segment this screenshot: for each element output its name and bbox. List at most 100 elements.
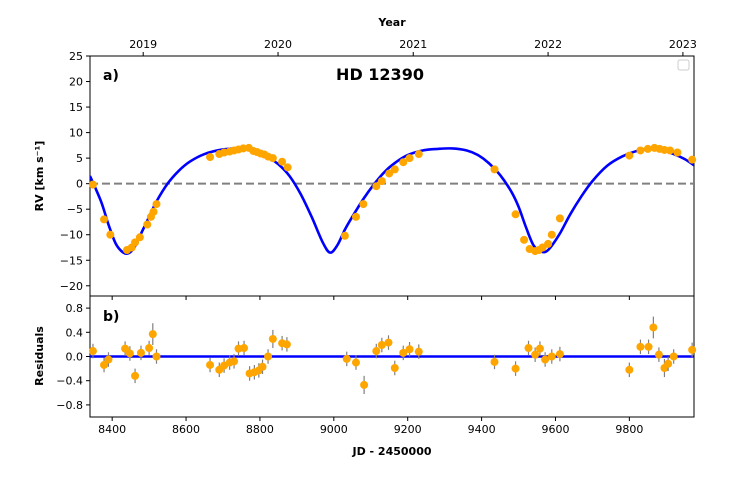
residual-data-point <box>131 371 140 380</box>
x-tick-label: 9800 <box>615 423 643 436</box>
x-tick-label: 9600 <box>541 423 569 436</box>
residual-data-point <box>547 352 556 361</box>
residual-data-point <box>148 330 157 339</box>
residual-data-point <box>541 355 550 364</box>
residual-data-point <box>511 364 520 373</box>
residual-data-point <box>206 360 215 369</box>
residuals-axis-title: Residuals <box>33 326 46 386</box>
rv-data-point <box>340 231 349 240</box>
residual-data-point <box>649 323 658 332</box>
rv-data-point <box>377 177 386 186</box>
year-tick-label: 2020 <box>264 38 292 51</box>
x-tick-label: 8400 <box>98 423 126 436</box>
residual-data-point <box>152 352 161 361</box>
chart-title: HD 12390 <box>336 65 424 84</box>
residual-data-point <box>88 347 97 356</box>
residual-data-point <box>268 334 277 343</box>
residual-y-tick-label: 0.0 <box>66 351 84 364</box>
rv-data-point <box>143 220 152 229</box>
residual-data-point <box>490 357 499 366</box>
rv-data-point <box>688 155 697 164</box>
residual-data-point <box>282 340 291 349</box>
rv-data-point <box>390 165 399 174</box>
rv-data-point <box>372 182 381 191</box>
residual-data-point <box>555 350 564 359</box>
residual-data-point <box>664 359 673 368</box>
residual-data-point <box>384 338 393 347</box>
rv-y-tick-label: −20 <box>60 280 83 293</box>
residual-data-point <box>405 345 414 354</box>
year-tick-label: 2021 <box>399 38 427 51</box>
model-curve <box>90 146 694 256</box>
rv-data-point <box>555 214 564 223</box>
residual-data-point <box>625 365 634 374</box>
residual-data-point <box>644 342 653 351</box>
year-axis-title: Year <box>377 16 406 29</box>
rv-y-tick-label: −10 <box>60 229 83 242</box>
residual-y-tick-label: 0.4 <box>66 326 84 339</box>
residual-data-point <box>377 341 386 350</box>
residual-data-point <box>399 348 408 357</box>
residual-data-point <box>414 347 423 356</box>
residual-data-point <box>351 358 360 367</box>
rv-data-point <box>283 163 292 172</box>
rv-y-tick-label: 15 <box>69 101 83 114</box>
rv-data-point <box>278 157 287 166</box>
residual-data-point <box>125 349 134 358</box>
year-axis: Year 2019 2020 2021 2022 2023 <box>129 16 697 56</box>
residual-data-point <box>100 360 109 369</box>
rv-data-point <box>88 180 97 189</box>
x-tick-label: 9000 <box>320 423 348 436</box>
rv-data-point <box>520 235 529 244</box>
residual-data-point <box>145 344 154 353</box>
rv-data-point <box>547 230 556 239</box>
rv-data-point <box>636 146 645 155</box>
rv-data-point <box>152 200 161 209</box>
residual-data-point <box>372 347 381 356</box>
rv-data-point <box>106 230 115 239</box>
rv-data-point <box>206 153 215 162</box>
year-tick-label: 2019 <box>129 38 157 51</box>
residual-data-point <box>654 350 663 359</box>
rv-data-point <box>643 144 652 153</box>
rv-panel: a) HD 12390 RV [km s⁻¹] −20 −15 −10 −5 0 5 10 1… <box>33 50 697 297</box>
rv-y-tick-label: 20 <box>69 76 83 89</box>
rv-data-point <box>399 158 408 167</box>
residual-data-point <box>524 344 533 353</box>
rv-y-tick-label: 25 <box>69 50 83 63</box>
residual-data-point <box>264 352 273 361</box>
residuals-panel-tag: b) <box>103 309 119 325</box>
residual-data-point <box>636 342 645 351</box>
rv-data-point <box>544 239 553 248</box>
x-axis-title: JD - 2450000 <box>351 445 431 458</box>
rv-y-tick-label: 10 <box>69 127 83 140</box>
rv-data-point <box>405 154 414 163</box>
residual-data-point <box>669 352 678 361</box>
rv-y-tick-label: −15 <box>60 254 83 267</box>
rv-data-point <box>100 215 109 224</box>
rv-y-tick-label: −5 <box>67 203 83 216</box>
residual-data-point <box>342 354 351 363</box>
rv-axis-title: RV [km s⁻¹] <box>33 141 46 212</box>
year-tick-label: 2022 <box>534 38 562 51</box>
rv-data-point <box>665 146 674 155</box>
rv-y-tick-label: 5 <box>76 152 83 165</box>
x-tick-label: 9200 <box>394 423 422 436</box>
rv-data-point <box>673 148 682 157</box>
residual-data-point <box>240 344 249 353</box>
residual-data-point <box>390 363 399 372</box>
rv-data-point <box>359 200 368 209</box>
rv-data-point <box>135 233 144 242</box>
rv-data-point <box>490 165 499 174</box>
rv-data-point <box>511 210 520 219</box>
year-tick-label: 2023 <box>669 38 697 51</box>
rv-data-point <box>385 169 394 178</box>
residual-y-tick-label: −0.8 <box>56 399 83 412</box>
residual-data-point <box>258 362 267 371</box>
rv-data-point <box>131 238 140 247</box>
x-tick-label: 8600 <box>172 423 200 436</box>
residual-data-point <box>230 357 239 366</box>
residual-data-point <box>531 350 540 359</box>
rv-y-tick-label: 0 <box>76 178 83 191</box>
